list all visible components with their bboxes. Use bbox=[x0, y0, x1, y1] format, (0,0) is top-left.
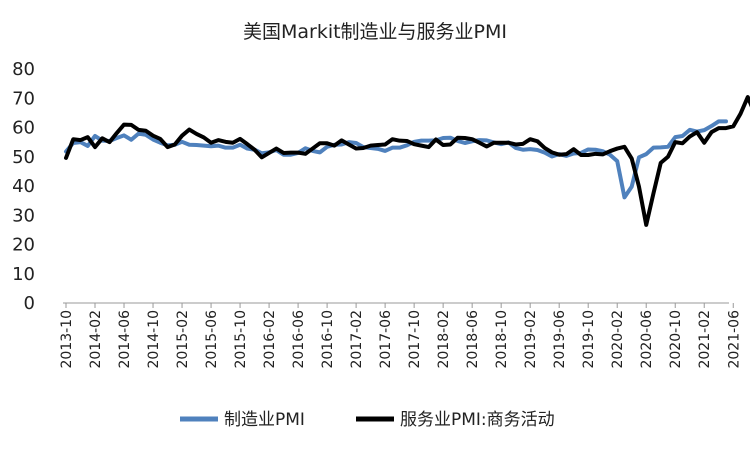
x-tick-label: 2017-10 bbox=[407, 310, 423, 369]
legend: 制造业PMI 服务业PMI:商务活动 bbox=[180, 410, 555, 430]
x-tick-label: 2016-06 bbox=[291, 310, 307, 369]
series-line-2 bbox=[64, 95, 750, 227]
x-tick-label: 2020-10 bbox=[668, 310, 684, 369]
series-line-1 bbox=[64, 119, 728, 200]
x-tick-label: 2019-10 bbox=[581, 310, 597, 369]
y-tick-label: 80 bbox=[12, 59, 35, 80]
legend-label-1: 制造业PMI bbox=[224, 410, 305, 430]
x-tick-label: 2013-10 bbox=[59, 310, 75, 369]
x-tick-label: 2015-06 bbox=[204, 310, 220, 369]
y-tick-label: 0 bbox=[24, 293, 35, 314]
x-tick-label: 2020-06 bbox=[639, 310, 655, 369]
x-tick-label: 2016-02 bbox=[262, 310, 278, 369]
x-tick-label: 2014-10 bbox=[146, 310, 162, 369]
x-tick-label: 2020-02 bbox=[610, 310, 626, 369]
y-tick-label: 40 bbox=[12, 176, 35, 197]
x-tick-label: 2018-02 bbox=[436, 310, 452, 369]
legend-label-2: 服务业PMI:商务活动 bbox=[400, 410, 555, 430]
y-tick-label: 20 bbox=[12, 235, 35, 256]
y-tick-label: 30 bbox=[12, 205, 35, 226]
x-tick-label: 2018-06 bbox=[465, 310, 481, 369]
series-lines bbox=[64, 95, 750, 227]
y-tick-label: 10 bbox=[12, 264, 35, 285]
y-tick-label: 60 bbox=[12, 118, 35, 139]
y-axis-ticks: 0 10 20 30 40 50 60 70 80 bbox=[12, 59, 35, 314]
x-tick-label: 2014-02 bbox=[88, 310, 104, 369]
x-tick-label: 2017-02 bbox=[349, 310, 365, 369]
x-tick-label: 2021-02 bbox=[697, 310, 713, 369]
x-tick-label: 2018-10 bbox=[494, 310, 510, 369]
y-tick-label: 70 bbox=[12, 88, 35, 109]
x-tick-label: 2016-10 bbox=[320, 310, 336, 369]
x-tick-label: 2014-06 bbox=[117, 310, 133, 369]
x-tick-label: 2019-02 bbox=[523, 310, 539, 369]
x-tick-label: 2017-06 bbox=[378, 310, 394, 369]
y-tick-label: 50 bbox=[12, 147, 35, 168]
x-tick-label: 2015-02 bbox=[175, 310, 191, 369]
x-tick-label: 2021-06 bbox=[726, 310, 742, 369]
x-axis-ticks: 2013-10 2014-02 2014-06 2014-10 2015-02 2015-… bbox=[59, 303, 742, 369]
x-tick-label: 2015-10 bbox=[233, 310, 249, 369]
x-tick-label: 2019-06 bbox=[552, 310, 568, 369]
chart-title: 美国Markit制造业与服务业PMI bbox=[243, 21, 507, 43]
